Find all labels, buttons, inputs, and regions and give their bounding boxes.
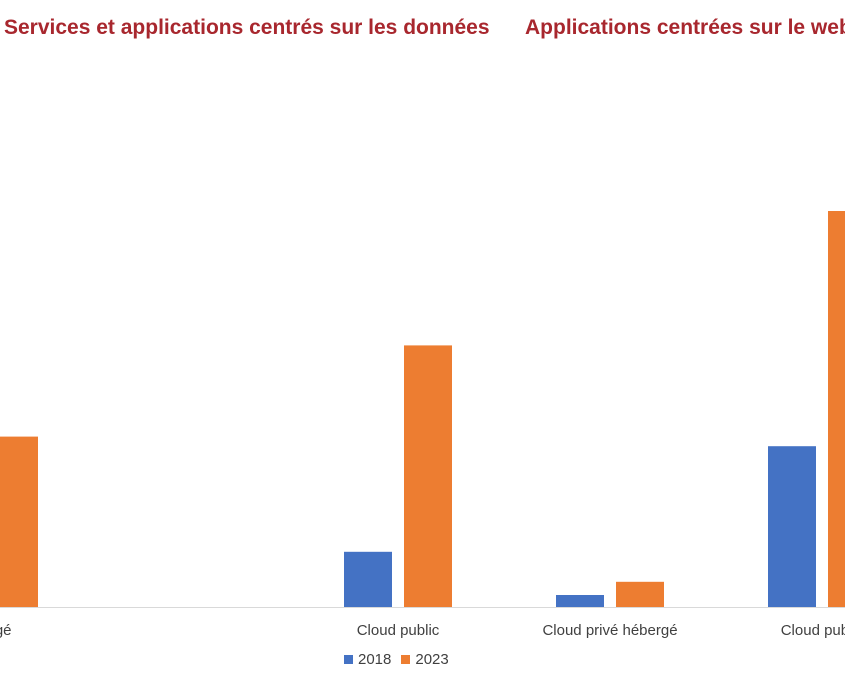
- legend-label-2018: 2018: [358, 651, 392, 668]
- legend-item-2018: 2018: [344, 651, 391, 668]
- bar-2023-3: [828, 211, 845, 607]
- category-label-0: hébergé: [0, 622, 12, 639]
- bar-2018-1: [344, 551, 392, 607]
- category-label-1: Cloud public: [357, 622, 440, 639]
- group-title-web-centric: Applications centrées sur le web: [525, 16, 845, 39]
- group-title-data-centric: Services et applications centrés sur les…: [4, 16, 490, 39]
- legend: 2018 2023: [344, 651, 459, 668]
- legend-label-2023: 2023: [415, 651, 449, 668]
- legend-swatch-2023: [401, 655, 411, 664]
- bar-2023-1: [404, 345, 452, 607]
- bar-2018-2: [556, 595, 604, 607]
- bar-2023-2: [616, 581, 664, 607]
- bar-2023-0: [0, 436, 38, 607]
- category-label-3: Cloud public: [781, 622, 845, 639]
- legend-swatch-2018: [344, 655, 353, 664]
- category-label-2: Cloud privé hébergé: [542, 622, 677, 639]
- legend-item-2023: 2023: [401, 651, 449, 668]
- bar-2018-3: [768, 446, 816, 607]
